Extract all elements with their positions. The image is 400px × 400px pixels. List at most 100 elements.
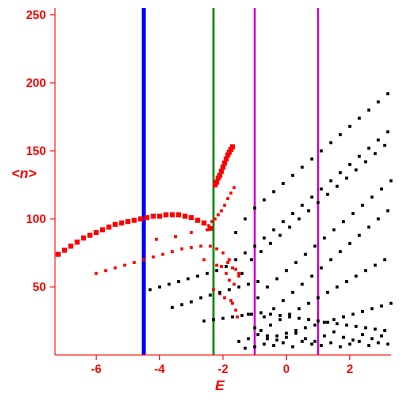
data-point (351, 312, 355, 316)
data-point (278, 233, 282, 237)
data-point (342, 335, 345, 339)
data-point (281, 299, 285, 303)
data-point (148, 288, 152, 292)
data-point (335, 322, 339, 326)
data-point (234, 308, 238, 312)
data-point (300, 282, 304, 286)
x-axis-label: E (215, 377, 225, 393)
vertical-lines (141, 8, 320, 355)
data-point (219, 209, 223, 213)
data-point (243, 346, 247, 350)
data-point (386, 209, 390, 213)
data-point (361, 333, 364, 337)
data-point (361, 203, 364, 207)
data-point (329, 341, 333, 345)
data-point (262, 342, 266, 346)
data-point (224, 265, 228, 268)
data-point (223, 203, 227, 207)
data-point (229, 299, 233, 303)
data-point (329, 258, 333, 262)
data-point (93, 230, 99, 235)
data-point (234, 267, 238, 271)
data-point (345, 176, 349, 180)
data-point (182, 213, 188, 219)
x-tick-label: 2 (346, 362, 353, 376)
data-point (326, 290, 330, 294)
data-point (224, 271, 228, 275)
data-point (376, 217, 380, 221)
data-point (345, 280, 349, 283)
data-point (229, 191, 233, 195)
data-point (106, 224, 112, 230)
data-point (227, 278, 231, 282)
data-point (170, 305, 174, 309)
data-point (246, 337, 250, 341)
data-point (338, 171, 342, 175)
series-3 (148, 92, 393, 350)
data-point (351, 338, 355, 342)
data-point (272, 307, 276, 311)
data-point (231, 301, 234, 305)
data-point (227, 258, 231, 262)
data-point (169, 212, 175, 218)
data-point (113, 266, 117, 270)
data-point (158, 285, 162, 289)
data-point (199, 296, 203, 300)
data-point (225, 152, 231, 158)
data-point (219, 265, 223, 268)
data-point (272, 228, 276, 232)
data-point (322, 334, 326, 338)
data-point (100, 227, 105, 233)
data-point (157, 213, 163, 219)
data-point (232, 282, 236, 286)
data-point (226, 197, 230, 200)
data-point (284, 269, 288, 273)
data-point (94, 271, 98, 275)
data-point (272, 344, 276, 347)
data-point (342, 315, 345, 319)
data-point (208, 244, 212, 248)
data-point (215, 175, 221, 181)
data-point (216, 213, 220, 217)
y-tick-label: 100 (26, 212, 46, 226)
data-point (174, 235, 177, 239)
data-point (228, 147, 234, 152)
data-point (215, 269, 219, 273)
data-point (215, 247, 219, 251)
data-point (310, 195, 314, 199)
x-tick-label: -2 (218, 362, 229, 376)
data-point (246, 282, 250, 286)
data-point (265, 337, 269, 341)
data-point (389, 179, 393, 183)
data-point (259, 329, 263, 332)
data-point (284, 331, 288, 335)
data-point (265, 334, 269, 338)
data-point (269, 323, 272, 327)
data-point (310, 342, 314, 346)
data-point (307, 318, 311, 322)
data-point (231, 266, 234, 270)
data-point (269, 241, 272, 245)
data-point (319, 344, 323, 347)
data-point (269, 312, 272, 316)
data-point (357, 154, 361, 158)
data-point (232, 186, 236, 190)
data-point (205, 228, 209, 232)
data-point (291, 345, 295, 349)
data-point (144, 215, 150, 221)
data-point (335, 184, 339, 188)
data-point (222, 160, 228, 166)
data-point (220, 164, 226, 170)
data-point (125, 219, 131, 225)
data-point (357, 116, 361, 120)
data-point (367, 344, 371, 347)
data-point (230, 144, 235, 150)
data-point (202, 319, 206, 323)
data-point (354, 324, 358, 328)
series-2 (94, 186, 241, 319)
data-point (338, 345, 342, 349)
data-point (243, 217, 247, 221)
data-point (329, 179, 333, 183)
data-point (81, 235, 86, 241)
data-point (297, 217, 301, 221)
